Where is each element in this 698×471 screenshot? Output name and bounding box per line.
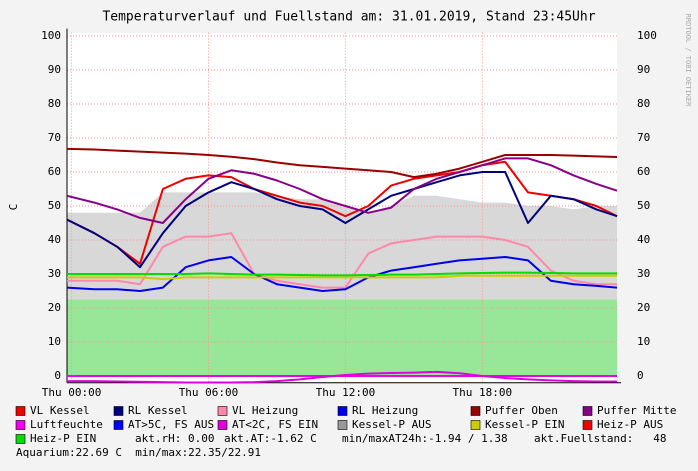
legend-label: Puffer Oben [485,404,558,417]
series-line [66,256,618,292]
legend-swatch [582,406,593,416]
y-tick-label: 10 [48,335,61,348]
y-tick-label: 60 [48,165,61,178]
y2-tick-label: 90 [637,63,650,76]
legend-label: Kessel-P EIN [485,418,564,431]
legend-label: AT>5C, FS AUS [128,418,214,431]
y2-tick-label: 40 [637,233,650,246]
y2-tick-label: 10 [637,335,650,348]
legend-swatch [15,420,26,430]
x-tick-label: Thu 18:00 [453,386,513,399]
y2-tick-label: 50 [637,199,650,212]
y2-tick-label: 0 [637,369,644,382]
watermark: RRDTOOL / TOBI OETIKER [684,14,692,108]
x-tick-label: Thu 12:00 [316,386,376,399]
x-tick-label: Thu 06:00 [179,386,239,399]
note: Aquarium:22.69 C min/max:22.35/22.91 [16,446,261,459]
legend-swatch [217,406,228,416]
y-tick-label: 80 [48,97,61,110]
legend-swatch [582,420,593,430]
legend-label: VL Heizung [232,404,298,417]
y2-tick-label: 70 [637,131,650,144]
y-axis-label: C [7,204,20,211]
series-line [67,271,617,277]
note: min/maxAT24h:-1.94 / 1.38 [342,432,508,445]
chart-title: Temperaturverlauf und Fuellstand am: 31.… [102,10,595,25]
series-line [66,160,618,265]
x-tick-label: Thu 00:00 [42,386,102,399]
legend-swatch [337,420,348,430]
y2-tick-label: 60 [637,165,650,178]
series-line [67,232,617,289]
legend-label: Puffer Mitte [597,404,676,417]
legend-swatch [217,420,228,430]
y2-tick-label: 20 [637,301,650,314]
legend-swatch [15,406,26,416]
y2-tick-label: 30 [637,267,650,280]
series-line [67,274,617,281]
series-line [67,370,617,384]
y-tick-label: 0 [54,369,61,382]
y-tick-label: 90 [48,63,61,76]
series-line [66,147,618,179]
series-line [66,157,618,224]
legend-swatch [470,406,481,416]
y-tick-label: 30 [48,267,61,280]
legend-swatch [113,406,124,416]
legend-label: RL Heizung [352,404,418,417]
legend-swatch [15,434,26,444]
y-tick-label: 70 [48,131,61,144]
y-tick-label: 40 [48,233,61,246]
legend-label: Kessel-P AUS [352,418,431,431]
legend-swatch [113,420,124,430]
y2-tick-label: 100 [637,29,657,42]
legend-label: AT<2C, FS EIN [232,418,318,431]
background-area [67,299,617,376]
legend-label: Heiz-P AUS [597,418,663,431]
legend-swatch [337,406,348,416]
note: akt.rH: 0.00 [135,432,214,445]
legend-swatch [470,420,481,430]
note: akt.Fuellstand: 48 [534,432,666,445]
legend-label: RL Kessel [128,404,188,417]
legend-label: Luftfeuchte [30,418,103,431]
legend-label: Heiz-P EIN [30,432,96,445]
legend-label: VL Kessel [30,404,90,417]
y-tick-label: 20 [48,301,61,314]
y-tick-label: 50 [48,199,61,212]
y2-tick-label: 80 [637,97,650,110]
y-tick-label: 100 [41,29,61,42]
note: akt.AT:-1.62 C [224,432,317,445]
series-line [66,171,618,269]
